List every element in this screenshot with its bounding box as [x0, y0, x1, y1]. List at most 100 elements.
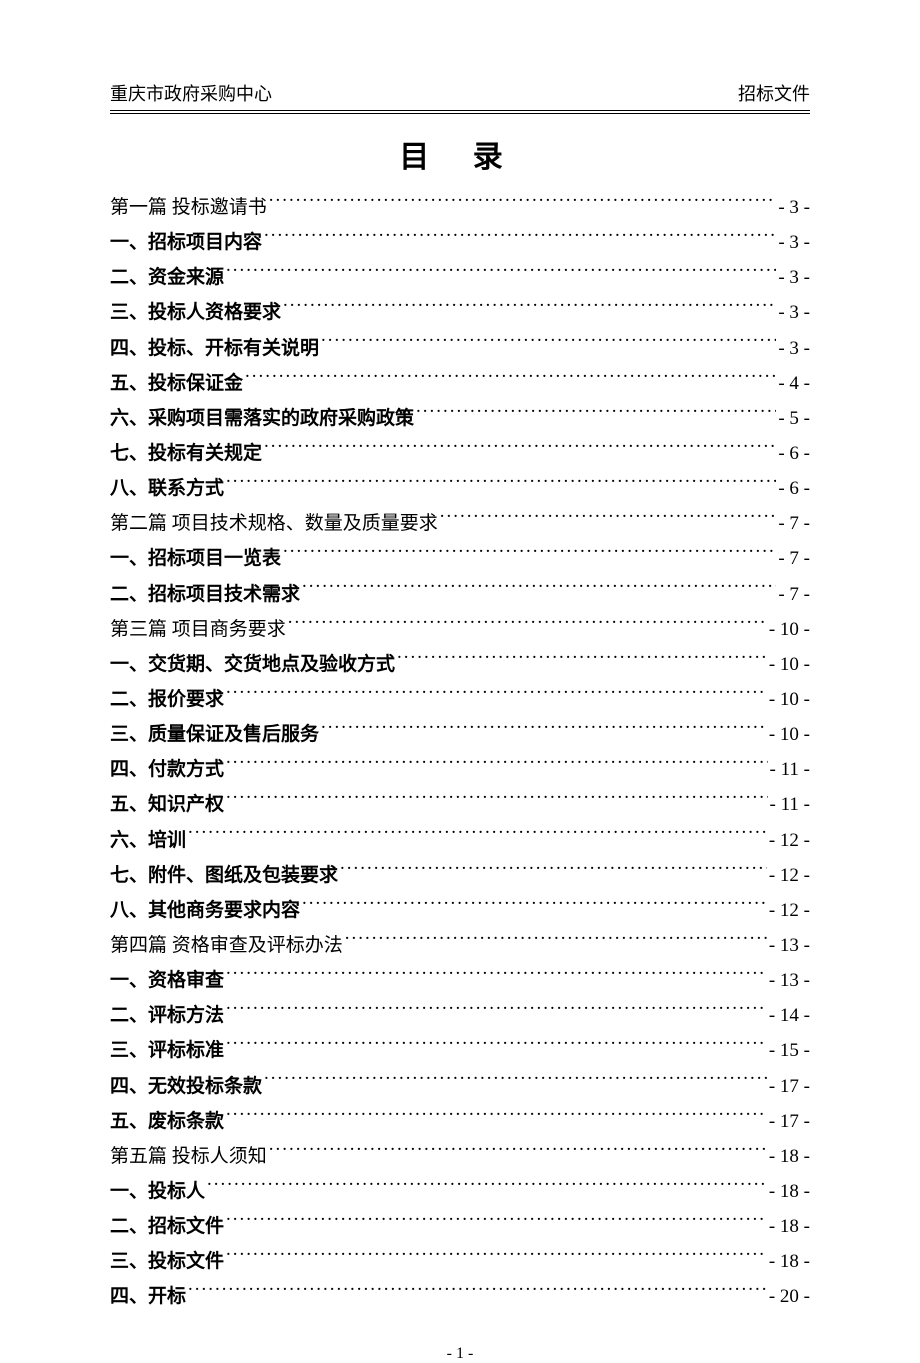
toc-leader-dots	[440, 510, 777, 529]
toc-leader-dots	[226, 756, 768, 775]
toc-item: 二、资金来源- 3 -	[110, 260, 810, 295]
toc-item-page: - 3 -	[778, 190, 810, 225]
page-number: - 1 -	[110, 1345, 810, 1363]
toc-item-label: 第二篇 项目技术规格、数量及质量要求	[110, 506, 438, 541]
toc-item-page: - 12 -	[769, 858, 810, 893]
toc-item: 二、招标项目技术需求- 7 -	[110, 577, 810, 612]
toc-item: 一、交货期、交货地点及验收方式- 10 -	[110, 647, 810, 682]
toc-item: 八、联系方式 - 6 -	[110, 471, 810, 506]
toc-item: 五、废标条款- 17 -	[110, 1104, 810, 1139]
toc-item: 二、招标文件 - 18 -	[110, 1209, 810, 1244]
toc-item: 一、资格审查 - 13 -	[110, 963, 810, 998]
toc-item-label: 三、评标标准	[110, 1033, 224, 1068]
toc-leader-dots	[188, 827, 767, 846]
toc-item: 四、开标- 20 -	[110, 1279, 810, 1314]
toc-item: 一、招标项目一览表 - 7 -	[110, 541, 810, 576]
toc-leader-dots	[302, 581, 776, 600]
toc-leader-dots	[397, 651, 767, 670]
toc-leader-dots	[416, 405, 776, 424]
toc-leader-dots	[345, 932, 767, 951]
toc-item: 四、投标、开标有关说明 - 3 -	[110, 331, 810, 366]
toc-item: 三、评标标准 - 15 -	[110, 1033, 810, 1068]
toc-item-label: 二、评标方法	[110, 998, 224, 1033]
toc-item-label: 八、其他商务要求内容	[110, 893, 300, 928]
toc-leader-dots	[283, 545, 776, 564]
toc-item-page: - 20 -	[769, 1279, 810, 1314]
toc-item-page: - 7 -	[778, 577, 810, 612]
toc-item-page: - 4 -	[778, 366, 810, 401]
toc-leader-dots	[226, 1108, 767, 1127]
toc-item-label: 八、联系方式	[110, 471, 224, 506]
toc-leader-dots	[321, 721, 767, 740]
toc-item: 二、报价要求- 10 -	[110, 682, 810, 717]
toc-item-label: 四、无效投标条款	[110, 1069, 262, 1104]
toc-leader-dots	[226, 791, 768, 810]
toc-item-label: 一、投标人	[110, 1174, 205, 1209]
toc-item-page: - 18 -	[769, 1174, 810, 1209]
toc-item-page: - 18 -	[769, 1209, 810, 1244]
toc-item-page: - 15 -	[769, 1033, 810, 1068]
toc-item-label: 一、招标项目一览表	[110, 541, 281, 576]
toc-item-page: - 3 -	[778, 295, 810, 330]
toc-item-label: 七、附件、图纸及包装要求	[110, 858, 338, 893]
toc-leader-dots	[226, 264, 776, 283]
toc-leader-dots	[302, 897, 767, 916]
toc-item-label: 五、废标条款	[110, 1104, 224, 1139]
toc-item: 三、投标人资格要求- 3 -	[110, 295, 810, 330]
toc-leader-dots	[226, 475, 776, 494]
toc-item-page: - 17 -	[769, 1069, 810, 1104]
toc-leader-dots	[188, 1283, 767, 1302]
toc-item-label: 四、投标、开标有关说明	[110, 331, 319, 366]
toc-item: 第一篇 投标邀请书 - 3 -	[110, 190, 810, 225]
toc-item-page: - 12 -	[769, 893, 810, 928]
toc-leader-dots	[226, 1213, 767, 1232]
toc-item-label: 三、投标文件	[110, 1244, 224, 1279]
toc-item: 六、采购项目需落实的政府采购政策- 5 -	[110, 401, 810, 436]
toc-leader-dots	[226, 1248, 767, 1267]
header-underline	[110, 113, 810, 114]
toc-item-label: 一、资格审查	[110, 963, 224, 998]
toc-leader-dots	[245, 370, 776, 389]
toc-item-page: - 3 -	[778, 260, 810, 295]
toc-item-label: 五、投标保证金	[110, 366, 243, 401]
toc-item-label: 二、招标文件	[110, 1209, 224, 1244]
toc-item-page: - 6 -	[778, 471, 810, 506]
toc-item-label: 第一篇 投标邀请书	[110, 190, 267, 225]
toc-leader-dots	[321, 335, 776, 354]
toc-item-label: 四、付款方式	[110, 752, 224, 787]
toc-item-page: - 10 -	[769, 682, 810, 717]
toc-item-label: 三、质量保证及售后服务	[110, 717, 319, 752]
toc-item-page: - 14 -	[769, 998, 810, 1033]
toc-item-page: - 10 -	[769, 612, 810, 647]
toc-item-label: 第三篇 项目商务要求	[110, 612, 286, 647]
toc-item: 五、投标保证金 - 4 -	[110, 366, 810, 401]
toc-item-label: 一、交货期、交货地点及验收方式	[110, 647, 395, 682]
page-header: 重庆市政府采购中心 招标文件	[110, 80, 810, 111]
toc-item: 第三篇 项目商务要求 - 10 -	[110, 612, 810, 647]
toc-item-page: - 5 -	[778, 401, 810, 436]
toc-list: 第一篇 投标邀请书- 3 -一、招标项目内容- 3 -二、资金来源- 3 -三、…	[110, 190, 810, 1315]
toc-item-page: - 3 -	[778, 331, 810, 366]
toc-item: 八、其他商务要求内容 - 12 -	[110, 893, 810, 928]
toc-item: 二、评标方法 - 14 -	[110, 998, 810, 1033]
toc-leader-dots	[283, 299, 776, 318]
toc-item: 三、投标文件 - 18 -	[110, 1244, 810, 1279]
toc-leader-dots	[226, 967, 767, 986]
toc-item: 七、附件、图纸及包装要求 - 12 -	[110, 858, 810, 893]
toc-item-page: - 11 -	[770, 787, 810, 822]
toc-leader-dots	[226, 686, 767, 705]
toc-item: 六、培训- 12 -	[110, 823, 810, 858]
toc-leader-dots	[340, 862, 767, 881]
toc-item-page: - 7 -	[778, 541, 810, 576]
toc-leader-dots	[226, 1002, 767, 1021]
header-right: 招标文件	[738, 80, 810, 106]
toc-item-page: - 7 -	[778, 506, 810, 541]
toc-item-page: - 10 -	[769, 717, 810, 752]
toc-item-page: - 13 -	[769, 963, 810, 998]
toc-item-page: - 18 -	[769, 1244, 810, 1279]
toc-item-page: - 11 -	[770, 752, 810, 787]
toc-item: 四、无效投标条款 - 17 -	[110, 1069, 810, 1104]
toc-item: 第二篇 项目技术规格、数量及质量要求 - 7 -	[110, 506, 810, 541]
toc-item: 第五篇 投标人须知- 18 -	[110, 1139, 810, 1174]
header-left: 重庆市政府采购中心	[110, 80, 272, 106]
